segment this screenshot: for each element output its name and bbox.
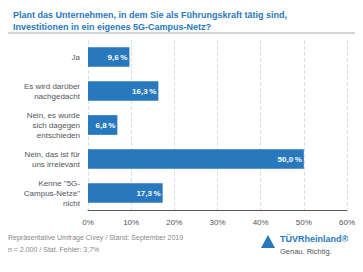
svg-text:uns irrelevant: uns irrelevant xyxy=(32,160,81,169)
svg-text:Nein, das ist für: Nein, das ist für xyxy=(24,150,80,159)
svg-text:9,6 %: 9,6 % xyxy=(108,53,128,62)
svg-text:entschieden: entschieden xyxy=(37,131,80,140)
svg-text:60%: 60% xyxy=(339,218,355,227)
svg-text:50,0 %: 50,0 % xyxy=(278,155,302,164)
svg-text:10%: 10% xyxy=(123,218,139,227)
svg-text:nicht: nicht xyxy=(63,199,81,208)
svg-text:17,3 %: 17,3 % xyxy=(136,189,160,198)
svg-text:n = 2.000 / Stat. Fehler: 3,7%: n = 2.000 / Stat. Fehler: 3,7% xyxy=(8,246,99,253)
svg-text:Es wird darüber: Es wird darüber xyxy=(24,82,80,91)
svg-text:sich dagegen: sich dagegen xyxy=(32,121,80,130)
svg-text:50%: 50% xyxy=(296,218,312,227)
svg-text:Repräsentative Umfrage Civey /: Repräsentative Umfrage Civey / Stand: Se… xyxy=(8,234,183,242)
svg-text:6,8 %: 6,8 % xyxy=(96,121,116,130)
svg-text:Campus-Netze": Campus-Netze" xyxy=(24,189,80,198)
svg-text:nachgedacht: nachgedacht xyxy=(34,92,81,101)
svg-text:Kenne "5G-: Kenne "5G- xyxy=(38,179,80,188)
svg-text:Plant das Unternehmen, in dem: Plant das Unternehmen, in dem Sie als Fü… xyxy=(13,10,287,20)
svg-text:TÜVRheinland®: TÜVRheinland® xyxy=(280,234,349,244)
svg-text:0%: 0% xyxy=(82,218,94,227)
svg-text:20%: 20% xyxy=(166,218,182,227)
svg-text:Ja: Ja xyxy=(72,53,81,62)
svg-text:16,3 %: 16,3 % xyxy=(132,87,156,96)
svg-text:Investitionen in ein eigenes 5: Investitionen in ein eigenes 5G-Campus-N… xyxy=(13,22,211,32)
svg-text:Nein, es wurde: Nein, es wurde xyxy=(27,111,81,120)
svg-text:40%: 40% xyxy=(253,218,269,227)
svg-text:30%: 30% xyxy=(209,218,225,227)
svg-text:Genau. Richtig.: Genau. Richtig. xyxy=(280,247,332,256)
